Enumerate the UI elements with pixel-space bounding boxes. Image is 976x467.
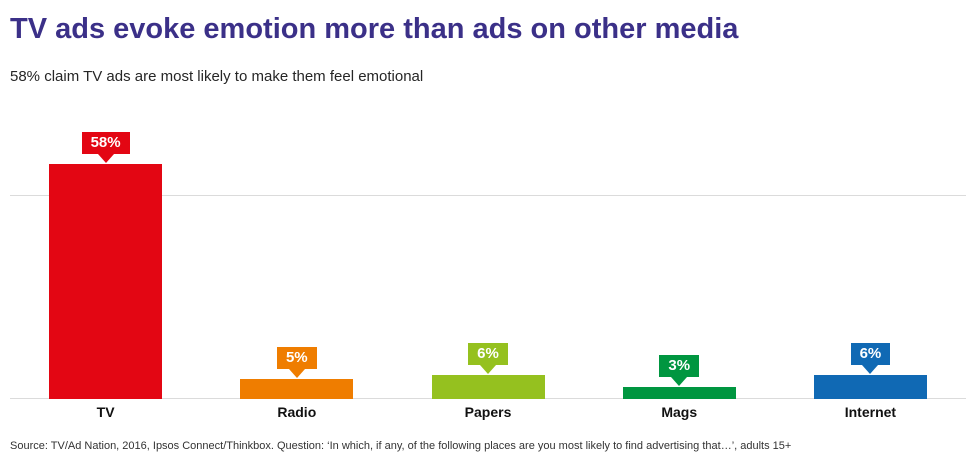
bar-papers: [431, 375, 545, 399]
page-title: TV ads evoke emotion more than ads on ot…: [10, 13, 739, 45]
x-axis-label: Papers: [464, 404, 512, 420]
bar-tv: [49, 164, 163, 399]
bar-column: 3%: [584, 132, 775, 399]
bar-radio: [240, 379, 354, 399]
gridline-50pct: [10, 195, 966, 196]
value-callout: 6%: [850, 343, 891, 365]
value-callout: 3%: [659, 355, 700, 377]
x-axis-label: Mags: [661, 404, 698, 420]
bar-internet: [813, 375, 927, 399]
callout-pointer-icon: [862, 365, 879, 374]
value-callout: 58%: [81, 132, 130, 154]
bar-columns: 58% 5% 6% 3% 6%: [10, 132, 966, 399]
callout-pointer-icon: [480, 365, 496, 374]
bar-column: 6%: [775, 132, 966, 399]
value-callout: 5%: [276, 347, 317, 369]
x-axis-label: Internet: [844, 404, 897, 420]
callout-pointer-icon: [671, 377, 688, 386]
bar-mags: [622, 387, 736, 399]
bar-column: 58%: [10, 132, 201, 399]
x-axis-label: TV: [96, 404, 115, 420]
callout-pointer-icon: [288, 369, 305, 378]
callout-pointer-icon: [97, 154, 114, 163]
source-note: Source: TV/Ad Nation, 2016, Ipsos Connec…: [10, 440, 792, 452]
value-callout: 6%: [468, 343, 508, 365]
x-axis-labels: TV Radio Papers Mags Internet: [10, 404, 966, 420]
x-axis-label: Radio: [277, 404, 317, 420]
bar-column: 5%: [201, 132, 392, 399]
bar-chart: 58% 5% 6% 3% 6%: [10, 132, 966, 399]
bar-column: 6%: [392, 132, 583, 399]
page-subtitle: 58% claim TV ads are most likely to make…: [10, 68, 424, 85]
